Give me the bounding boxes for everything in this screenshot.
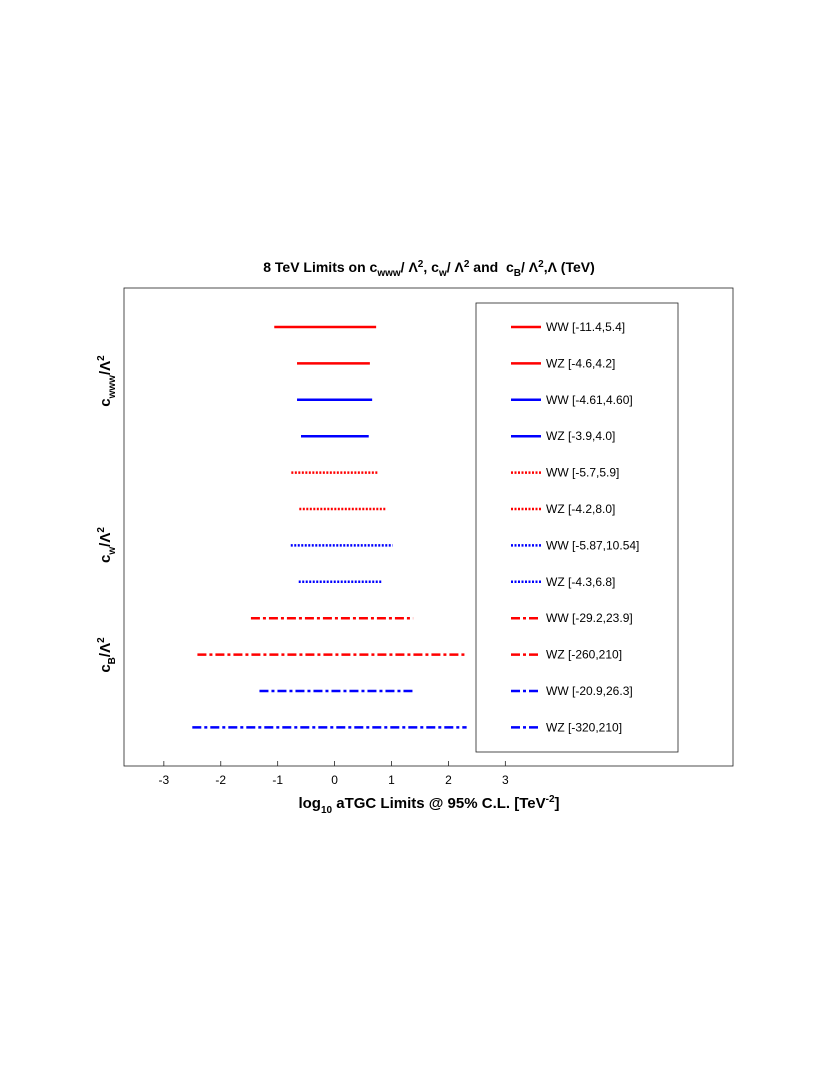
legend-label: WW [-29.2,23.9] <box>546 611 633 625</box>
x-tick-label: 0 <box>331 773 338 787</box>
legend-label: WW [-4.61,4.60] <box>546 393 633 407</box>
xlabel-part: aTGC Limits @ 95% C.L. [TeV <box>332 795 546 812</box>
group-label: cwww/Λ2 <box>96 355 118 407</box>
legend-label: WZ [-4.3,6.8] <box>546 575 615 589</box>
group-label-part: 2 <box>96 527 107 533</box>
legend-box <box>475 302 679 753</box>
x-tick-label: 3 <box>502 773 509 787</box>
xlabel-part: ] <box>555 795 560 812</box>
title-part: 8 TeV Limits on c <box>263 259 377 275</box>
legend-label: WZ [-4.2,8.0] <box>546 502 615 516</box>
group-label-part: w <box>107 547 118 556</box>
xlabel-part: log <box>298 795 321 812</box>
x-tick-label: -2 <box>215 773 226 787</box>
group-label: cw/Λ2 <box>96 527 118 563</box>
title-part: w <box>438 268 447 279</box>
title-part: and c <box>469 259 514 275</box>
title-part: B <box>514 268 521 279</box>
group-label-part: /Λ <box>97 533 114 547</box>
legend-label: WW [-11.4,5.4] <box>546 320 625 334</box>
xlabel-part: -2 <box>546 794 555 805</box>
legend-label: WW [-5.87,10.54] <box>546 538 639 552</box>
x-tick-label: -3 <box>159 773 170 787</box>
title-part: 2 <box>538 259 544 270</box>
group-label: cB/Λ2 <box>96 637 118 673</box>
legend-label: WZ [-4.6,4.2] <box>546 356 615 370</box>
title-part: , c <box>423 259 439 275</box>
legend-label: WW [-5.7,5.9] <box>546 466 619 480</box>
group-label-part: /Λ <box>97 361 114 375</box>
legend-label: WZ [-3.9,4.0] <box>546 429 615 443</box>
xlabel-part: 10 <box>321 805 333 816</box>
group-label-part: B <box>107 657 118 664</box>
title-part: ,Λ (TeV) <box>544 259 595 275</box>
title-part: 2 <box>418 259 424 270</box>
title-part: www <box>376 268 401 279</box>
legend-label: WW [-20.9,26.3] <box>546 684 633 698</box>
group-label-part: /Λ <box>97 643 114 657</box>
x-tick-label: 1 <box>388 773 395 787</box>
title-part: / Λ <box>521 259 539 275</box>
x-tick-label: -1 <box>272 773 283 787</box>
legend-label: WZ [-260,210] <box>546 648 622 662</box>
x-tick-label: 2 <box>445 773 452 787</box>
group-label-part: 2 <box>96 637 107 643</box>
group-label-part: c <box>97 555 114 563</box>
chart-title: 8 TeV Limits on cwww/ Λ2, cw/ Λ2 and cB/… <box>263 259 595 279</box>
legend-label: WZ [-320,210] <box>546 720 622 734</box>
group-label-part: 2 <box>96 355 107 361</box>
title-part: / Λ <box>447 259 465 275</box>
group-label-part: c <box>97 664 114 672</box>
title-part: / Λ <box>401 259 419 275</box>
title-part: 2 <box>464 259 470 270</box>
group-labels: cwww/Λ2 cw/Λ2 cB/Λ2 <box>96 355 118 673</box>
group-label-part: www <box>107 375 118 400</box>
x-axis-label: log10 aTGC Limits @ 95% C.L. [TeV-2] <box>298 794 559 816</box>
group-label-part: c <box>97 398 114 406</box>
